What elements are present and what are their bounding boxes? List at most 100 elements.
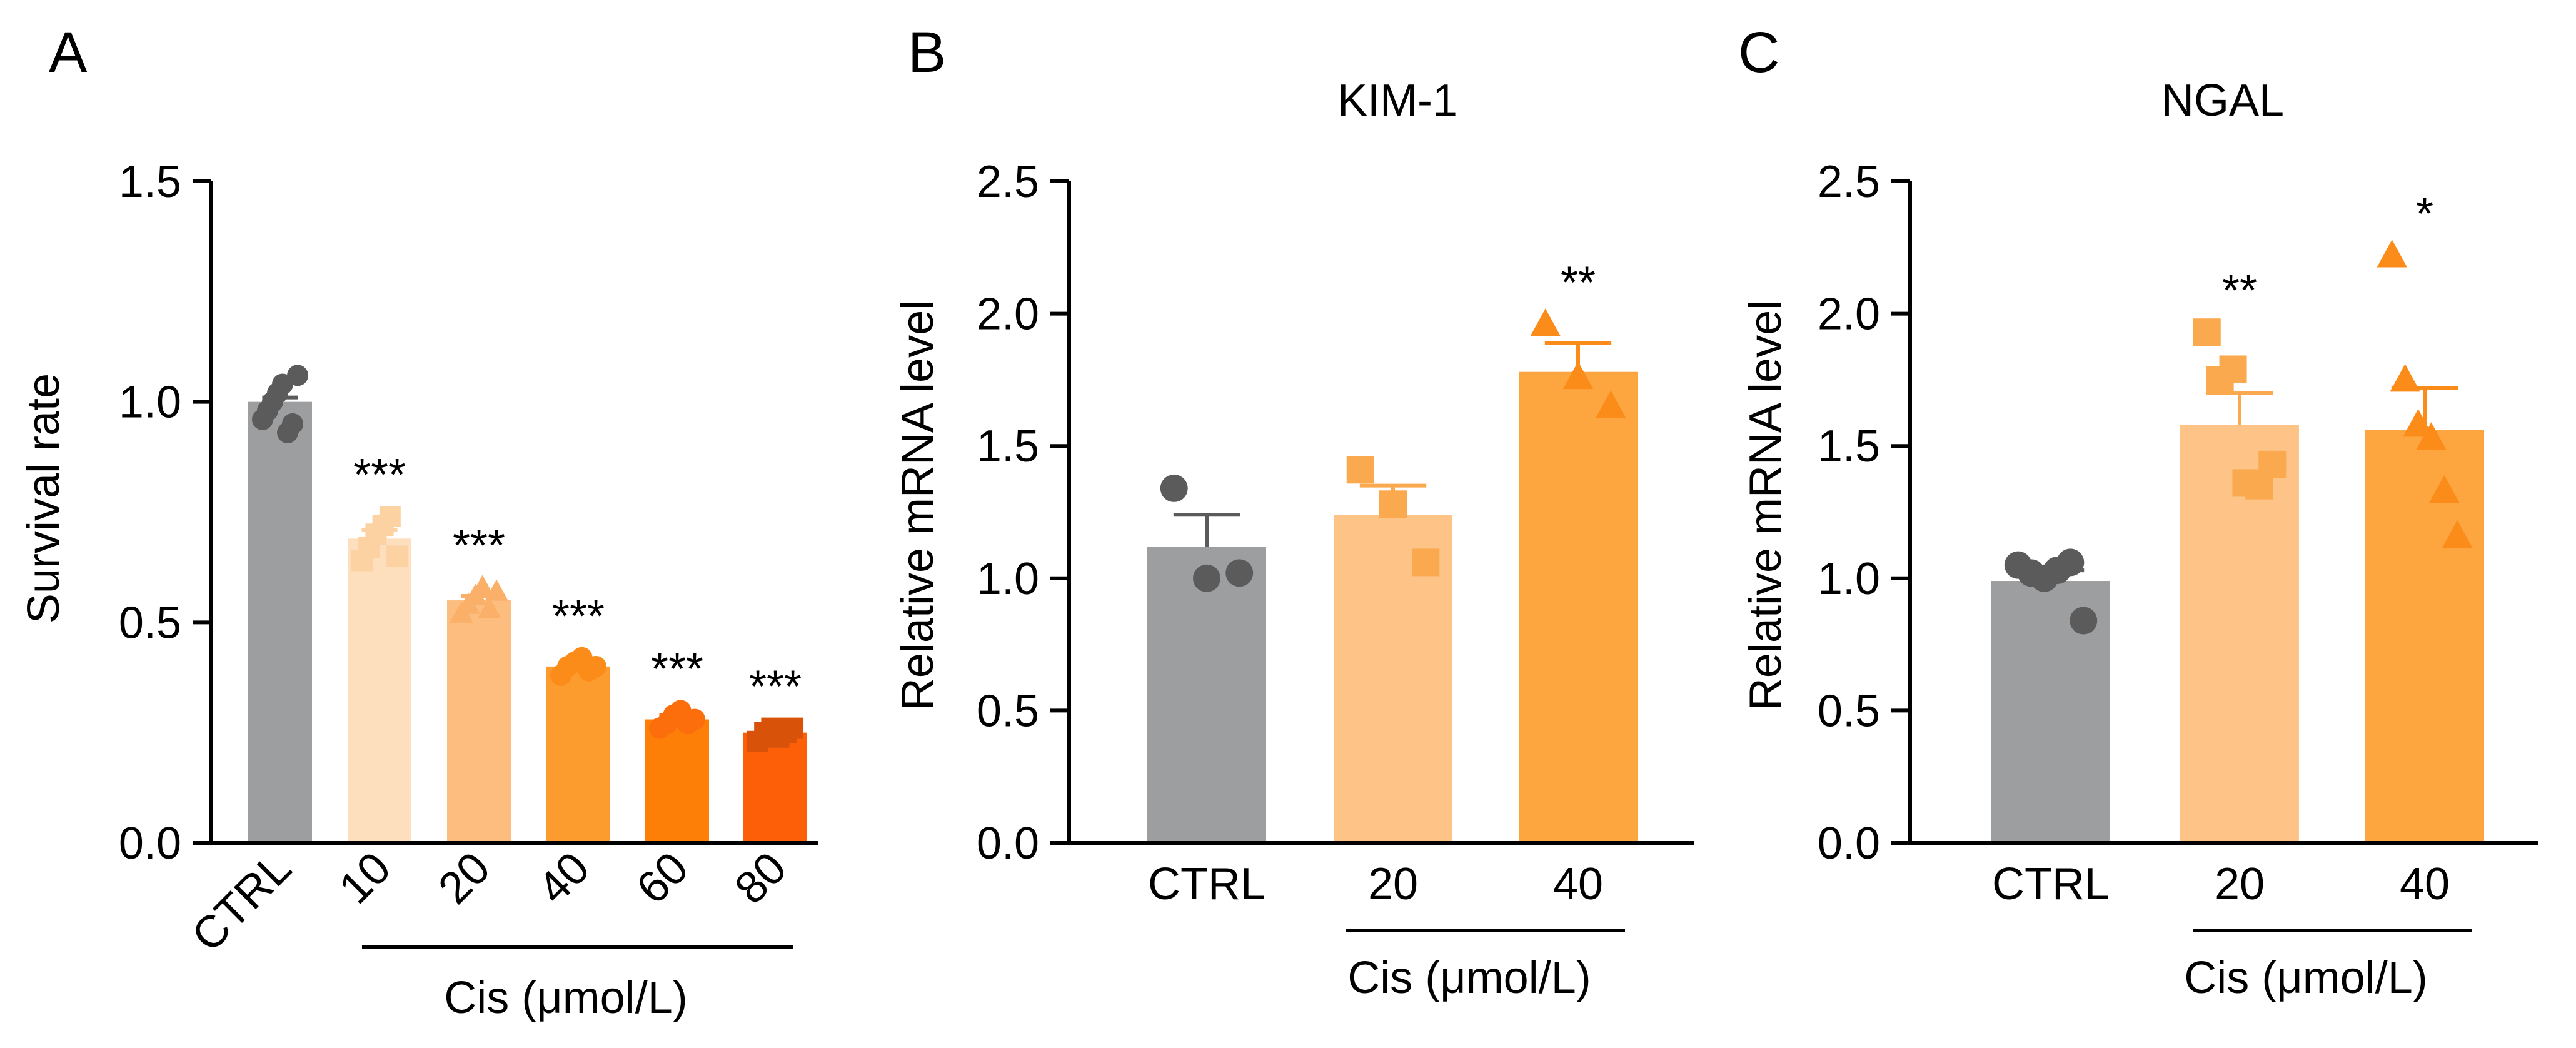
data-point [379, 506, 401, 528]
bar-10 [348, 538, 411, 843]
y-tick-label: 1.0 [1818, 554, 1880, 604]
bar-20 [447, 600, 511, 843]
data-point [2219, 355, 2247, 383]
x-tick-label: 20 [2215, 859, 2265, 909]
panel-c-significance: *** [2222, 189, 2433, 316]
data-point [2258, 450, 2287, 478]
panel-b-points [1160, 308, 1626, 592]
y-tick-label: 1.5 [1818, 421, 1880, 471]
data-point [2416, 422, 2447, 450]
y-tick-label: 1.5 [977, 421, 1039, 471]
panel-a-points [251, 365, 804, 752]
panel-a: A 0.00.51.01.5 CTRL 10 20 40 60 80 **********… [19, 21, 818, 1023]
y-tick-label: 0.0 [119, 819, 181, 869]
panel-c-x-axis-label: Cis (μmol/L) [2184, 953, 2428, 1003]
x-tick-label: CTRL [1992, 859, 2110, 909]
panel-b-title: KIM-1 [1337, 76, 1457, 126]
panel-c-y-axis-label: Relative mRNA level [1741, 300, 1791, 710]
panel-a-letter: A [49, 21, 88, 84]
panel-b-y-axis: 0.0 0.5 1.0 1.5 2.0 2.5 [977, 157, 1071, 869]
panel-c-bars [1991, 425, 2484, 843]
bar-60 [645, 719, 709, 843]
bar-40 [546, 666, 610, 843]
panel-b-bars [1147, 371, 1638, 843]
x-tick-label: 40 [528, 843, 599, 914]
y-tick-label: 2.0 [1818, 290, 1880, 340]
data-point [1225, 559, 1254, 587]
panel-c: C NGAL 0.00.51.01.52.02.5 CTRL 20 40 *** R… [1738, 21, 2538, 1003]
data-point [1530, 308, 1561, 336]
data-point [1193, 564, 1220, 592]
panel-c-y-axis: 0.0 0.5 1.0 1.5 2.0 2.5 [1818, 157, 1912, 869]
data-point [1346, 456, 1374, 484]
panel-c-title: NGAL [2161, 76, 2284, 126]
bar-40 [2365, 430, 2484, 843]
x-tick-label: 40 [1553, 859, 1603, 909]
x-tick-label: 80 [725, 843, 796, 914]
data-point [2403, 409, 2433, 437]
y-tick-label: 1.0 [977, 554, 1039, 604]
y-tick-label: 1.0 [119, 378, 181, 428]
data-point [282, 413, 304, 435]
y-tick-label: 0.5 [119, 598, 181, 648]
data-point [585, 655, 607, 677]
data-point [2442, 520, 2473, 548]
data-point [2377, 239, 2407, 268]
significance-mark: * [2416, 189, 2433, 239]
y-tick-label: 2.5 [1818, 157, 1880, 207]
data-point [782, 717, 804, 739]
x-tick-label: 60 [627, 843, 698, 914]
data-point [485, 579, 508, 601]
x-tick-label: 20 [1368, 859, 1418, 909]
data-point [470, 575, 495, 597]
panel-a-significance: *** *** *** *** *** [353, 450, 802, 712]
panel-b-x-axis-label: Cis (μmol/L) [1347, 953, 1591, 1003]
significance-mark: *** [453, 521, 505, 571]
y-tick-label: 0.5 [977, 686, 1039, 736]
data-point [2056, 548, 2085, 577]
data-point [2070, 607, 2098, 635]
significance-mark: *** [353, 450, 406, 500]
y-tick-label: 2.0 [977, 290, 1039, 340]
bar-ctrl [248, 401, 312, 843]
panel-b-x-axis: CTRL 20 40 [1067, 841, 1694, 909]
y-tick-label: 0.0 [1818, 819, 1880, 869]
x-tick-label: 40 [2400, 859, 2450, 909]
panel-b-y-axis-label: Relative mRNA level [893, 300, 943, 710]
x-tick-label: CTRL [1148, 859, 1265, 909]
data-point [1412, 548, 1440, 577]
y-tick-label: 0.5 [1818, 686, 1880, 736]
panel-c-points [2004, 239, 2473, 635]
panel-c-x-axis: CTRL 20 40 [1908, 841, 2538, 909]
significance-mark: *** [552, 592, 605, 642]
data-point [1562, 361, 1594, 390]
significance-mark: *** [651, 644, 703, 694]
significance-mark: *** [749, 662, 802, 712]
panel-b: B KIM-1 0.0 0.5 1.0 1.5 2.0 2.5 CTRL 20 40 ** R… [893, 21, 1694, 1003]
panel-c-letter: C [1738, 21, 1779, 84]
data-point [1160, 474, 1188, 502]
panel-a-x-axis-label: Cis (μmol/L) [444, 973, 688, 1023]
significance-mark: ** [1561, 258, 1596, 308]
panel-a-y-axis-label: Survival rate [19, 373, 69, 623]
data-point [684, 708, 706, 730]
data-point [2390, 364, 2420, 392]
panel-a-bars [248, 401, 807, 843]
panel-a-y-axis: 0.0 0.5 1.0 1.5 [119, 157, 213, 869]
x-tick-label: CTRL [183, 843, 301, 962]
bar-40 [1519, 371, 1638, 843]
panel-b-significance: ** [1561, 258, 1596, 308]
panel-b-errorbars [1173, 341, 1612, 547]
panel-a-errorbars [262, 395, 793, 733]
data-point [2429, 475, 2460, 503]
data-point [1379, 490, 1407, 518]
data-point [478, 597, 501, 618]
y-tick-label: 0.0 [977, 819, 1039, 869]
data-point [287, 365, 309, 386]
data-point [386, 545, 408, 567]
x-tick-label: 20 [429, 843, 500, 914]
panel-b-letter: B [908, 21, 946, 84]
significance-mark: ** [2222, 266, 2257, 316]
x-tick-label: 10 [330, 843, 400, 914]
bar-ctrl [1147, 547, 1266, 843]
